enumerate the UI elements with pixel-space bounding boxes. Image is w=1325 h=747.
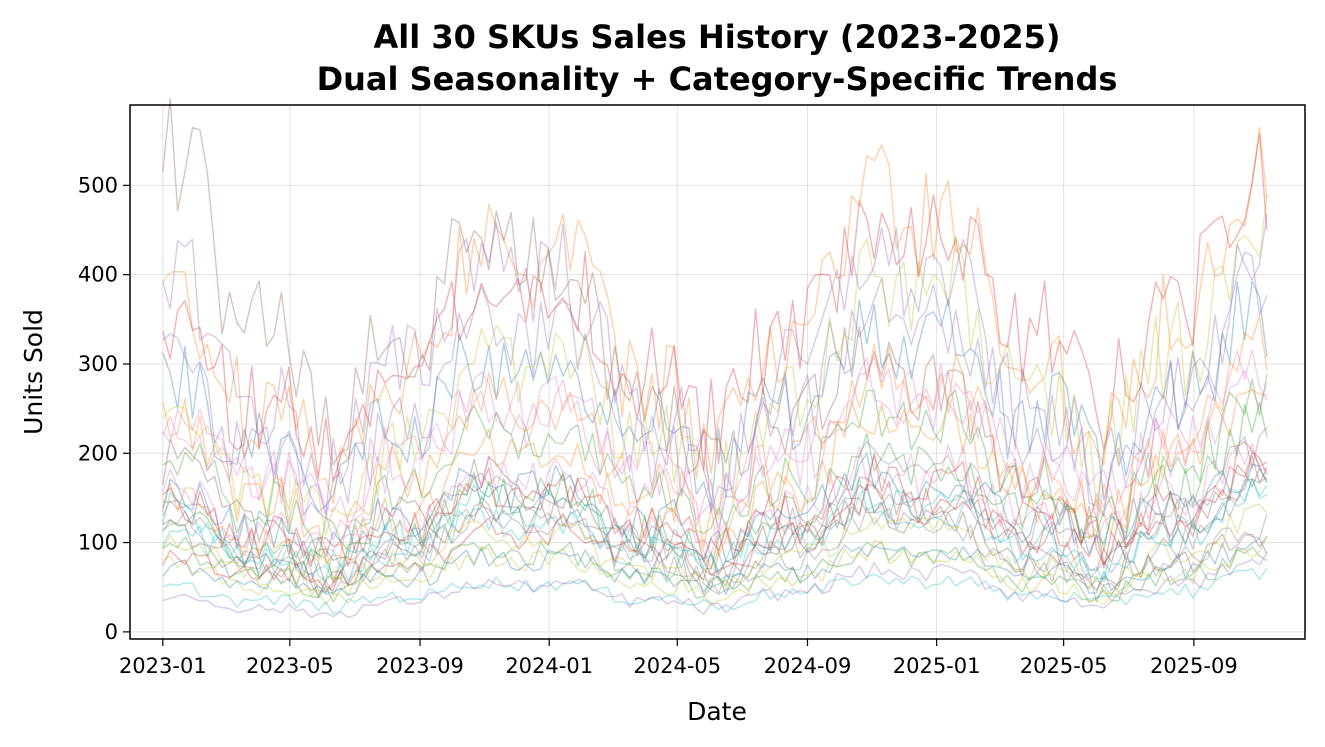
y-tick-label: 400 (78, 263, 118, 287)
y-tick-label: 300 (78, 352, 118, 376)
sku-series-line (162, 194, 1268, 537)
sku-series-line (162, 348, 1268, 528)
sku-series-line (162, 464, 1268, 592)
sku-series-line (162, 440, 1268, 568)
sku-series-line (162, 477, 1268, 583)
sku-series-line (162, 97, 1268, 565)
grid-lines (130, 105, 1305, 639)
sku-series-line (162, 356, 1268, 541)
sku-series-line (162, 536, 1268, 607)
sku-series-line (162, 126, 1268, 504)
x-tick-label: 2024-01 (505, 654, 593, 678)
sku-series-line (162, 568, 1268, 615)
x-tick-label: 2024-05 (633, 654, 721, 678)
x-tick-label: 2025-05 (1020, 654, 1108, 678)
chart-title-line-2: Dual Seasonality + Category-Specific Tre… (317, 60, 1118, 98)
x-tick-label: 2024-09 (764, 654, 852, 678)
x-tick-label: 2023-05 (246, 654, 334, 678)
plot-frame (129, 104, 1306, 640)
sku-series-line (162, 315, 1268, 565)
y-tick-label: 200 (78, 441, 118, 465)
y-axis-ticks: 0 100 200 300 400 500 (78, 173, 130, 644)
sku-series-line (162, 443, 1268, 559)
sku-series-line (162, 538, 1268, 596)
sku-series-line (162, 251, 1268, 530)
sku-series-line (162, 451, 1268, 592)
sku-series-line (162, 552, 1268, 619)
sku-series-line (162, 476, 1268, 597)
chart-title-line-1: All 30 SKUs Sales History (2023-2025) (374, 18, 1061, 56)
x-tick-label: 2023-01 (119, 654, 207, 678)
y-tick-label: 100 (78, 531, 118, 555)
sku-series-line (162, 499, 1268, 603)
sku-series-line (162, 536, 1268, 603)
sku-series-line (162, 389, 1268, 583)
sku-series-line (162, 213, 1268, 521)
y-tick-label: 0 (105, 620, 118, 644)
x-axis-ticks: 2023-01 2023-05 2023-09 2024-01 2024-05 2024-… (119, 639, 1238, 678)
x-tick-label: 2023-09 (376, 654, 464, 678)
sku-series-line (162, 503, 1268, 598)
sku-series-line (162, 280, 1268, 513)
sku-series-line (162, 133, 1268, 482)
x-axis-label: Date (687, 697, 747, 726)
sku-series-line (162, 401, 1268, 580)
y-tick-label: 500 (78, 173, 118, 197)
y-axis-label: Units Sold (19, 309, 48, 435)
sku-series-line (162, 438, 1268, 591)
sku-series-line (162, 452, 1268, 563)
x-tick-label: 2025-01 (893, 654, 981, 678)
x-tick-label: 2025-09 (1150, 654, 1238, 678)
sku-series-line (162, 374, 1268, 560)
sku-series-line (162, 427, 1268, 594)
series-lines (162, 97, 1268, 619)
sku-series-line (162, 477, 1268, 584)
